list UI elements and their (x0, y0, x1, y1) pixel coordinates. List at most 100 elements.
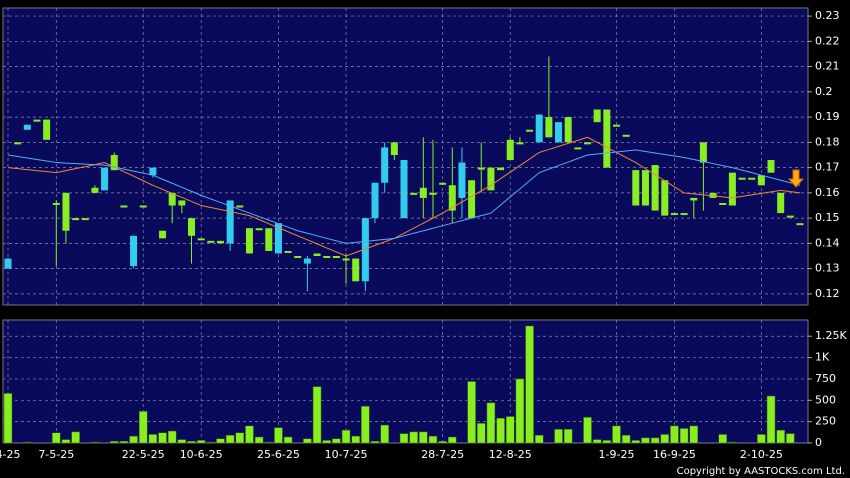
volume-bar (158, 432, 167, 444)
volume-bar (196, 440, 206, 444)
candle-body (429, 192, 437, 195)
volume-panel (2, 319, 809, 444)
candle-body (245, 228, 253, 254)
candle-body (410, 192, 418, 195)
y-tick-label: 1.25K (815, 329, 847, 342)
candle-body (381, 147, 389, 183)
volume-bar (602, 440, 612, 444)
x-tick-label: 7-5-25 (38, 448, 74, 461)
candle-body (419, 187, 427, 198)
y-tick-label: 0.2 (815, 85, 833, 98)
volume-bar (23, 441, 32, 444)
candle-body (661, 180, 669, 216)
candle-body (535, 114, 543, 143)
volume-bar (650, 437, 660, 444)
volume-bar (264, 441, 274, 444)
volume-bar (370, 441, 380, 444)
candle-body (584, 142, 592, 145)
volume-bar (341, 429, 351, 444)
volume-bar (670, 425, 679, 444)
candle-body (130, 235, 138, 267)
candle-body (516, 142, 524, 145)
candle-body (777, 192, 785, 214)
candle-body (139, 205, 147, 208)
candle-body (23, 124, 31, 130)
candle-body (593, 109, 601, 123)
volume-bar (438, 441, 447, 444)
volume-bar (786, 433, 795, 444)
x-tick-label: 4-25 (0, 448, 20, 461)
candle-body (680, 213, 688, 216)
candle-body (555, 122, 563, 143)
y-tick-label: 750 (815, 372, 836, 385)
candle-body (458, 162, 466, 198)
volume-bar (467, 381, 476, 444)
y-tick-label: 500 (815, 393, 836, 406)
candle-body (255, 228, 263, 231)
candle-body (390, 142, 398, 155)
volume-bar (167, 430, 177, 444)
candle-body (168, 192, 176, 206)
candle-body (62, 192, 70, 231)
y-tick-label: 0.19 (815, 110, 840, 123)
volume-bar (177, 439, 187, 444)
volume-bar (448, 436, 457, 444)
volume-bar (206, 441, 216, 444)
candle-body (738, 177, 746, 180)
x-tick-label: 10-7-25 (325, 448, 368, 461)
candle-body (506, 139, 514, 161)
volume-bar (61, 439, 71, 444)
y-tick-label: 0.16 (815, 186, 840, 199)
volume-bar (3, 393, 13, 444)
candle-body (303, 258, 311, 264)
candle-body (796, 223, 804, 226)
x-tick-label: 1-9-25 (599, 448, 635, 461)
candle-body (332, 256, 340, 259)
candle-body (400, 160, 408, 219)
moving-average-line (7, 136, 801, 257)
candle-body (468, 180, 476, 219)
candle-body (323, 256, 331, 259)
volume-bar (660, 434, 670, 444)
x-tick-label: 2-10-25 (740, 448, 783, 461)
candle-body (284, 250, 292, 253)
candle-body (149, 167, 157, 176)
y-tick-label: 0.12 (815, 287, 840, 300)
volume-bar (254, 436, 264, 444)
volume-bar (621, 435, 631, 444)
candle-body (699, 142, 707, 163)
y-tick-label: 0.14 (815, 236, 840, 249)
volume-bar (361, 406, 370, 444)
volume-bar (109, 441, 119, 444)
candle-body (101, 167, 109, 191)
candle-body (477, 167, 485, 170)
volume-bar (119, 441, 129, 444)
candle-body (110, 154, 118, 171)
volume-bar (332, 438, 341, 444)
volume-bar (274, 427, 283, 444)
volume-bar (187, 441, 196, 444)
candle-body (72, 218, 80, 221)
volume-bar (612, 425, 621, 444)
volume-bar (496, 417, 505, 444)
candle-body (487, 167, 495, 191)
volume-bar (399, 433, 409, 444)
volume-bar (129, 435, 138, 444)
volume-bar (90, 441, 100, 444)
candle-body (448, 185, 456, 211)
candle-body (294, 256, 302, 259)
candle-body (4, 258, 12, 269)
candle-body (371, 182, 379, 219)
volume-bar (689, 425, 699, 444)
volume-bar (525, 325, 534, 444)
volume-bar (351, 435, 360, 444)
candle-body (564, 117, 572, 143)
moving-average-line (7, 149, 801, 244)
volume-bar (776, 429, 785, 444)
y-tick-label: 0.15 (815, 211, 840, 224)
candle-body (670, 213, 678, 216)
volume-bar (641, 437, 650, 444)
candle-body (81, 218, 89, 221)
x-tick-label: 12-8-25 (489, 448, 532, 461)
volume-bar (71, 431, 80, 444)
